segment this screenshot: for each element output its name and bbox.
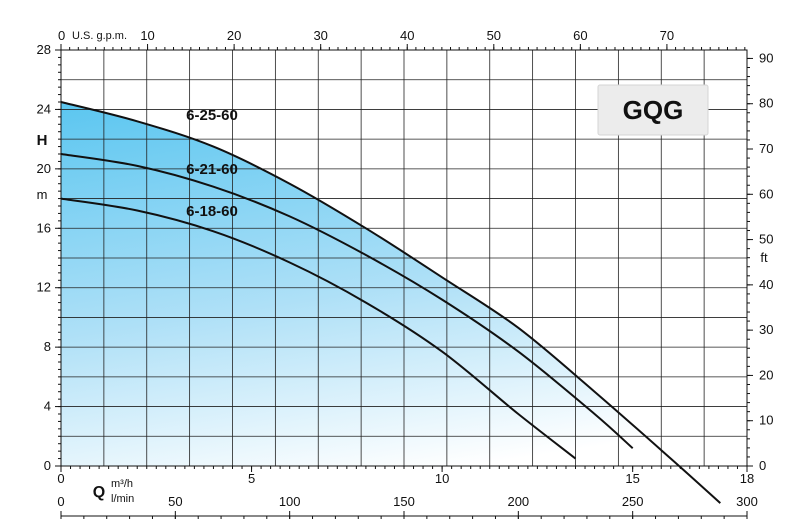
y-right-axis-unit: ft (760, 250, 768, 265)
x-axis-label: Q (93, 484, 105, 501)
axis-ticks (55, 44, 753, 519)
x-tick-label-lmin: 100 (279, 494, 301, 509)
y-tick-label-m: 24 (37, 101, 51, 116)
y-tick-label-ft: 20 (759, 367, 773, 382)
x-tick-label-lmin: 300 (736, 494, 758, 509)
title-box (597, 84, 709, 136)
y-tick-label-ft: 70 (759, 141, 773, 156)
curve-6-21-60 (60, 153, 634, 449)
tick-labels: 0 4 8 12 16 20 24 28 0 10 20 30 40 50 60 70 80 90 0 5 10 15 18… (37, 28, 774, 509)
x-tick-label-m3h: 10 (435, 471, 449, 486)
x-tick-label-gpm: 40 (400, 28, 414, 43)
x-top-axis-unit: U.S. g.p.m. (72, 30, 127, 42)
y-tick-label-m: 4 (44, 399, 51, 414)
x-tick-label-m3h: 18 (740, 471, 754, 486)
x-tick-label-lmin: 150 (393, 494, 415, 509)
y-tick-label-ft: 50 (759, 232, 773, 247)
y-tick-label-m: 0 (44, 458, 51, 473)
y-tick-label-m: 8 (44, 339, 51, 354)
y-tick-label-ft: 80 (759, 96, 773, 111)
x-tick-label-gpm: 20 (227, 28, 241, 43)
x-tick-label-gpm: 0 (58, 28, 65, 43)
y-axis-label: H (37, 132, 48, 149)
x-tick-label-gpm: 70 (660, 28, 674, 43)
x-axis-unit-m3h: m³/h (111, 478, 133, 490)
x-tick-label-m3h: 15 (625, 471, 639, 486)
y-tick-label-ft: 90 (759, 50, 773, 65)
y-tick-label-m: 12 (37, 280, 51, 295)
x-tick-label-gpm: 10 (140, 28, 154, 43)
y-tick-label-ft: 0 (759, 458, 766, 473)
y-tick-label-m: 20 (37, 161, 51, 176)
y-tick-label-ft: 40 (759, 277, 773, 292)
x-axis-unit-lmin: l/min (111, 493, 134, 505)
curve-label-6-25-60: 6-25-60 (186, 107, 238, 124)
y-tick-label-ft: 60 (759, 186, 773, 201)
chart-title: GQG (623, 95, 684, 125)
operating-envelope-area (61, 102, 721, 504)
grid-lines (61, 50, 747, 466)
y-tick-label-m: 28 (37, 42, 51, 57)
x-tick-label-gpm: 30 (313, 28, 327, 43)
curve-label-6-18-60: 6-18-60 (186, 203, 238, 220)
x-tick-label-m3h: 0 (57, 471, 64, 486)
y-tick-label-m: 16 (37, 220, 51, 235)
curve-6-18-60 (60, 197, 577, 460)
y-tick-label-ft: 30 (759, 322, 773, 337)
x-tick-label-lmin: 0 (57, 494, 64, 509)
curve-6-25-60 (60, 101, 721, 504)
x-tick-label-m3h: 5 (248, 471, 255, 486)
x-tick-label-lmin: 200 (507, 494, 529, 509)
pump-curves: 6-25-60 6-21-60 6-18-60 (60, 101, 721, 504)
curve-label-6-21-60: 6-21-60 (186, 161, 238, 178)
y-tick-label-ft: 10 (759, 413, 773, 428)
x-tick-label-lmin: 50 (168, 494, 182, 509)
x-tick-label-gpm: 60 (573, 28, 587, 43)
y-axis-unit: m (37, 187, 48, 202)
x-tick-label-lmin: 250 (622, 494, 644, 509)
x-tick-label-gpm: 50 (487, 28, 501, 43)
